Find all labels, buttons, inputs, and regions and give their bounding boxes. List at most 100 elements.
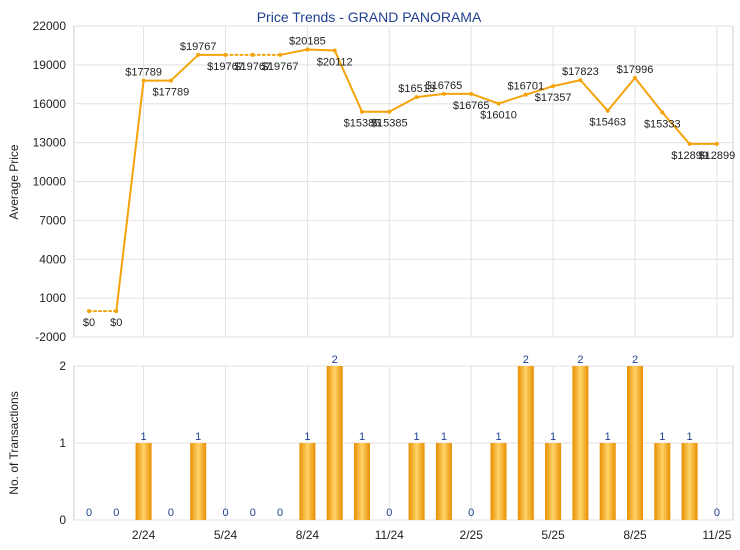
transaction-count-label: 2: [332, 354, 338, 366]
transaction-bar: [354, 443, 370, 520]
price-gridlines: [73, 25, 734, 338]
x-tick-label: 5/24: [214, 528, 238, 542]
transaction-count-label: 0: [386, 507, 392, 519]
transaction-bar: [627, 366, 643, 520]
price-y-tick-label: 4000: [39, 252, 66, 266]
transaction-count-label: 1: [359, 431, 365, 443]
transactions-y-tick-label: 1: [59, 436, 66, 450]
price-data-label: $17823: [562, 66, 599, 78]
price-data-label: $17789: [153, 87, 190, 99]
transaction-count-label: 1: [304, 431, 310, 443]
x-tick-label: 8/25: [623, 528, 647, 542]
transactions-y-tick-labels: 2 1 0: [59, 359, 66, 527]
transaction-bar: [408, 443, 425, 520]
price-line-segment: [470, 92, 500, 105]
price-y-tick-label: 19000: [33, 58, 67, 72]
price-data-label: $16010: [480, 110, 517, 122]
transaction-count-label: 1: [687, 431, 693, 443]
price-data-label: $19767: [234, 61, 271, 73]
price-y-tick-labels: 22000 19000 16000 13000 10000 7000 4000 1000 -20…: [33, 19, 67, 344]
price-data-label: $17996: [617, 64, 654, 76]
transaction-bar: [190, 443, 207, 520]
price-data-label: $15385: [371, 118, 408, 130]
price-line-series: $0 $0$17789$17789$19767$19767$19767$19767…: [83, 36, 735, 330]
price-y-tick-label: 10000: [33, 175, 67, 189]
price-y-tick-label: -2000: [35, 330, 66, 344]
x-tick-label: 8/24: [296, 528, 320, 542]
price-point: [141, 78, 146, 83]
price-line-segment: [306, 48, 336, 52]
x-tick-label: 2/24: [132, 528, 156, 542]
transaction-count-label: 0: [222, 507, 228, 519]
price-point: [387, 109, 392, 114]
price-point: [523, 92, 528, 97]
price-data-label: $20185: [289, 36, 326, 48]
transaction-count-label: 2: [523, 354, 529, 366]
price-data-label: $19767: [207, 61, 244, 73]
transaction-bar: [326, 366, 343, 520]
price-line-segment: [388, 96, 418, 113]
price-data-label: $0: [110, 317, 122, 329]
transaction-count-label: 0: [86, 507, 92, 519]
transaction-count-label: 1: [441, 431, 447, 443]
price-point: [196, 52, 201, 57]
price-line-segment: [415, 92, 445, 99]
price-point: [250, 52, 255, 57]
price-point: [332, 48, 337, 53]
transaction-count-label: 1: [550, 431, 556, 443]
price-point: [114, 309, 119, 314]
transaction-bar: [435, 443, 452, 520]
price-point: [660, 110, 665, 115]
price-data-label: $12899: [699, 150, 736, 162]
price-data-label: $15385: [344, 118, 381, 130]
price-line-segment: [333, 49, 363, 113]
price-y-tick-label: 1000: [39, 291, 66, 305]
transaction-count-label: 2: [577, 354, 583, 366]
transaction-count-label: 0: [468, 507, 474, 519]
price-line-segment: [579, 79, 609, 112]
transaction-count-label: 1: [141, 431, 147, 443]
transaction-count-label: 0: [250, 507, 256, 519]
transaction-count-label: 0: [168, 507, 174, 519]
price-line-segment: [634, 76, 664, 114]
x-tick-label: 11/25: [702, 528, 731, 542]
x-tick-label: 11/24: [375, 528, 404, 542]
transaction-count-label: 0: [113, 507, 119, 519]
transactions-gridlines: [73, 365, 734, 521]
price-point: [496, 101, 501, 106]
price-line-segment: [279, 48, 309, 56]
transaction-count-label: 0: [277, 507, 283, 519]
price-data-label: $16513: [398, 83, 435, 95]
transaction-bar: [299, 443, 316, 520]
transaction-bar: [572, 366, 589, 520]
price-data-label: $15463: [589, 117, 626, 129]
price-y-tick-label: 16000: [33, 97, 67, 111]
transaction-count-label: 1: [414, 431, 420, 443]
price-point: [687, 141, 692, 146]
price-data-label: $16701: [507, 81, 544, 93]
price-y-axis-title: Average Price: [7, 144, 21, 219]
price-point: [605, 108, 610, 113]
transaction-bar: [545, 443, 562, 520]
transactions-y-tick-label: 2: [59, 359, 66, 373]
price-point: [360, 109, 364, 114]
price-data-label: $19767: [262, 61, 299, 73]
transactions-y-axis-title: No. of Transactions: [7, 391, 21, 494]
price-line-segment: [552, 79, 582, 88]
price-point: [305, 47, 310, 52]
price-line-segment: [169, 53, 200, 82]
price-point: [87, 309, 91, 314]
price-point: [578, 78, 583, 83]
transaction-count-label: 1: [495, 431, 501, 443]
transaction-count-label: 1: [605, 431, 611, 443]
price-line-segment: [524, 85, 555, 96]
transaction-bars: 0 0 1 0 1 0 0 0 1 2 1 0 1 1 0 1 2 1 2 1 2 1 1 0: [86, 354, 720, 520]
transaction-bar: [490, 443, 507, 520]
price-data-label: $17357: [535, 92, 572, 104]
price-y-tick-label: 22000: [33, 19, 67, 33]
price-data-label: $12899: [671, 150, 708, 162]
price-point: [441, 91, 446, 96]
transactions-y-tick-label: 0: [59, 513, 66, 527]
price-y-tick-label: 7000: [39, 213, 66, 227]
transaction-count-label: 1: [195, 431, 201, 443]
